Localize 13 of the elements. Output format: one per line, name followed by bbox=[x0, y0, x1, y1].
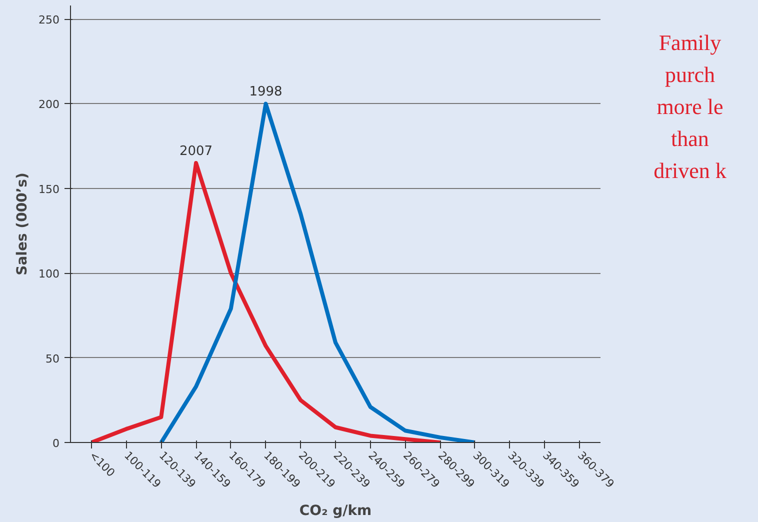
y-tick-label: 0 bbox=[52, 437, 60, 450]
line-series bbox=[159, 102, 477, 442]
line-series bbox=[89, 161, 442, 442]
series-label: 2007 bbox=[179, 144, 213, 160]
y-tick-label: 200 bbox=[38, 98, 60, 112]
y-tick-label: 250 bbox=[38, 14, 60, 27]
y-tick-label: 100 bbox=[38, 268, 60, 281]
series-label: 1998 bbox=[249, 84, 282, 100]
text: Family purch more le than driven k bbox=[654, 29, 726, 185]
y-tick-label: 150 bbox=[38, 182, 60, 196]
x-axis-title: CO₂ g/km bbox=[299, 503, 372, 520]
y-tick-label: 50 bbox=[46, 352, 60, 366]
y-axis-title: Sales (000’s) bbox=[14, 172, 31, 276]
